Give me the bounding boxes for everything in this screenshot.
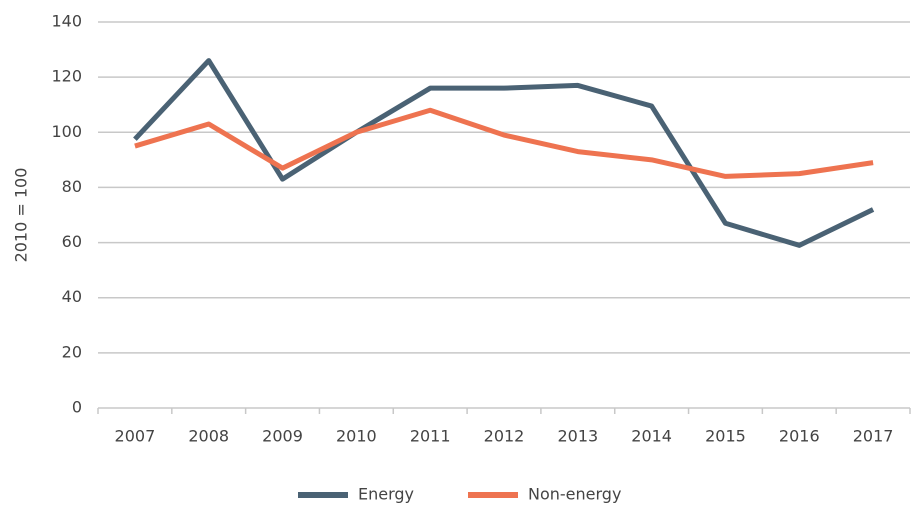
y-axis-label: 2010 = 100 <box>12 168 31 263</box>
x-tick-label: 2009 <box>262 427 303 446</box>
x-tick-label: 2011 <box>410 427 451 446</box>
x-tick-label: 2014 <box>631 427 672 446</box>
y-tick-label: 140 <box>51 12 82 31</box>
y-tick-label: 20 <box>62 342 82 361</box>
x-tick-label: 2012 <box>484 427 525 446</box>
x-tick-label: 2008 <box>188 427 229 446</box>
y-tick-label: 80 <box>62 177 82 196</box>
y-tick-label: 60 <box>62 232 82 251</box>
line-series <box>133 58 875 248</box>
legend-label: Energy <box>358 485 414 504</box>
legend-label: Non-energy <box>528 485 621 504</box>
x-tick-label: 2010 <box>336 427 377 446</box>
x-tick-label: 2015 <box>705 427 746 446</box>
x-tick-label: 2016 <box>779 427 820 446</box>
x-tick-label: 2017 <box>853 427 894 446</box>
y-tick-label: 0 <box>72 398 82 417</box>
x-tick-label: 2007 <box>115 427 156 446</box>
line-series <box>134 107 874 179</box>
y-tick-label: 100 <box>51 122 82 141</box>
y-tick-label: 40 <box>62 287 82 306</box>
x-tick-label: 2013 <box>557 427 598 446</box>
y-tick-label: 120 <box>51 67 82 86</box>
